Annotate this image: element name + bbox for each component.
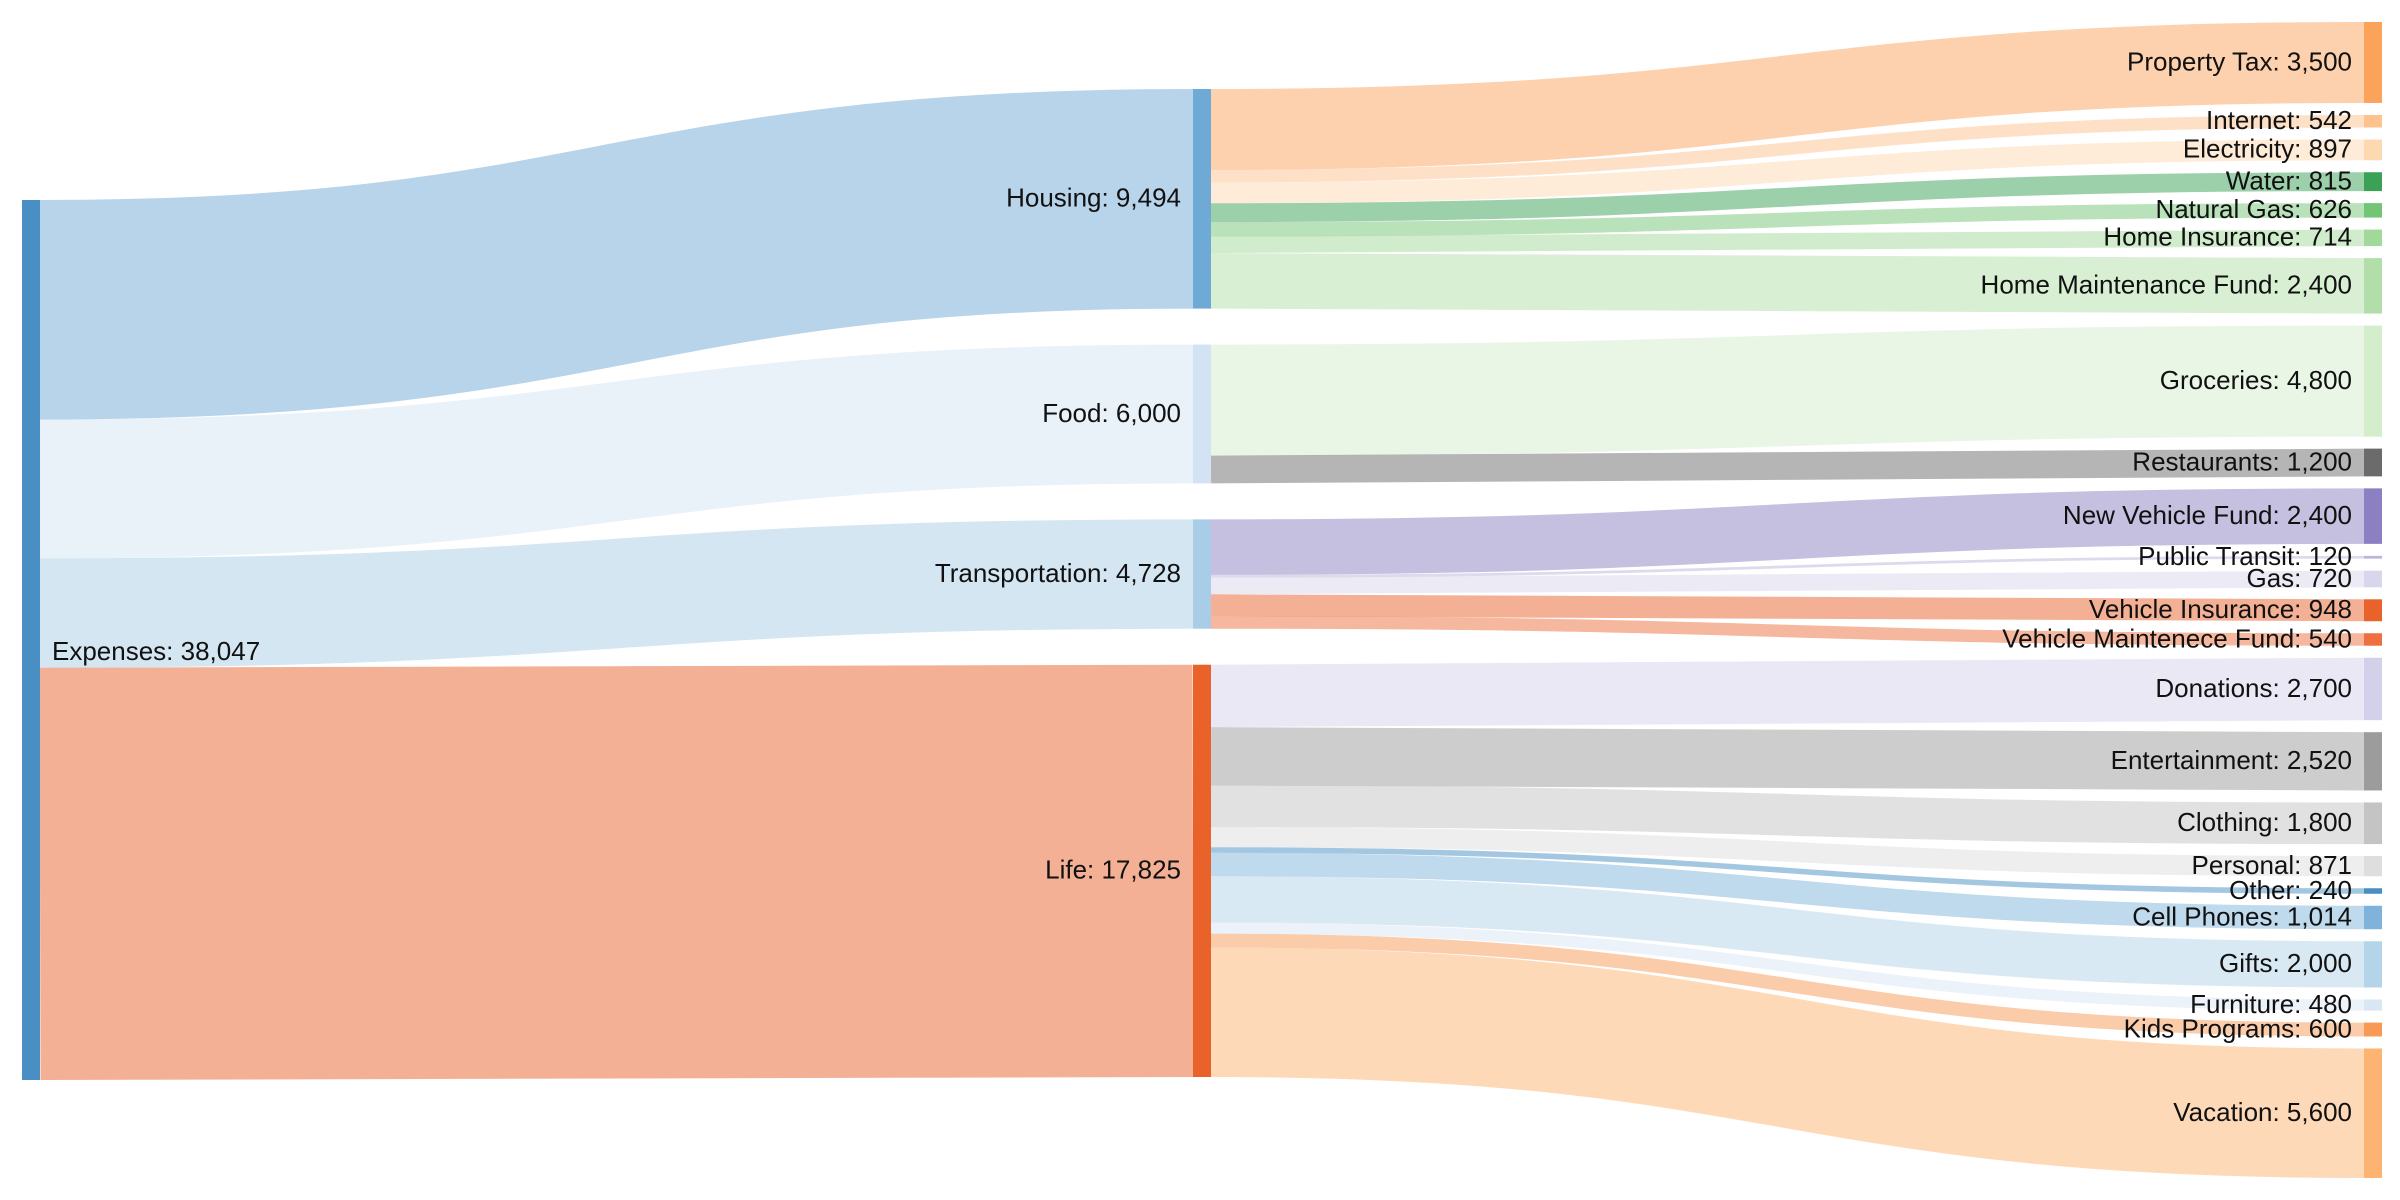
node-vacation bbox=[2364, 1048, 2382, 1178]
link-housing-to-electricity bbox=[1210, 139, 2365, 204]
link-housing-to-home-maintenance-fund bbox=[1210, 253, 2365, 314]
link-transportation-to-vehicle-maintenance-fund bbox=[1210, 616, 2365, 646]
label-food: Food: 6,000 bbox=[1042, 398, 1181, 428]
node-gas bbox=[2364, 570, 2382, 588]
node-donations bbox=[2364, 657, 2382, 721]
link-food-to-restaurants bbox=[1210, 448, 2365, 484]
link-expenses-to-housing bbox=[39, 89, 1194, 420]
link-life-to-donations bbox=[1210, 657, 2365, 728]
label-expenses: Expenses: 38,047 bbox=[52, 636, 260, 666]
labels-layer: Expenses: 38,047 Housing: 9,494 Food: 6,00… bbox=[52, 46, 2352, 1127]
node-new-vehicle-fund bbox=[2364, 488, 2382, 544]
link-housing-to-internet bbox=[1210, 114, 2365, 183]
node-electricity bbox=[2364, 139, 2382, 161]
links-layer bbox=[39, 22, 2365, 1179]
link-food-to-groceries bbox=[1210, 325, 2365, 456]
node-personal bbox=[2364, 856, 2382, 877]
label-natural-gas: Natural Gas: 626 bbox=[2155, 194, 2352, 224]
label-water: Water: 815 bbox=[2226, 166, 2352, 196]
link-life-to-cell-phones bbox=[1210, 852, 2365, 930]
link-housing-to-natural-gas bbox=[1210, 203, 2365, 237]
link-expenses-to-life bbox=[39, 664, 1194, 1080]
link-transportation-to-public-transit bbox=[1210, 555, 2365, 578]
label-transportation: Transportation: 4,728 bbox=[935, 558, 1181, 588]
link-life-to-kids-programs bbox=[1210, 933, 2365, 1037]
link-life-to-furniture bbox=[1210, 922, 2365, 1011]
node-property-tax bbox=[2364, 22, 2382, 103]
link-life-to-clothing bbox=[1210, 785, 2365, 845]
link-transportation-to-gas bbox=[1210, 570, 2365, 595]
link-life-to-entertainment bbox=[1210, 727, 2365, 791]
link-housing-to-property-tax bbox=[1210, 22, 2365, 170]
link-expenses-to-transportation bbox=[39, 519, 1194, 668]
label-vehicle-insurance: Vehicle Insurance: 948 bbox=[2089, 594, 2352, 624]
label-vacation: Vacation: 5,600 bbox=[2173, 1097, 2352, 1127]
label-new-vehicle-fund: New Vehicle Fund: 2,400 bbox=[2063, 500, 2352, 530]
link-transportation-to-new-vehicle-fund bbox=[1210, 488, 2365, 575]
label-restaurants: Restaurants: 1,200 bbox=[2132, 446, 2352, 476]
link-housing-to-home-insurance bbox=[1210, 229, 2365, 254]
node-entertainment bbox=[2364, 732, 2382, 791]
label-cell-phones: Cell Phones: 1,014 bbox=[2132, 901, 2352, 931]
label-housing: Housing: 9,494 bbox=[1006, 183, 1181, 213]
node-public-transit bbox=[2364, 555, 2382, 559]
label-other: Other: 240 bbox=[2229, 875, 2352, 905]
link-life-to-gifts bbox=[1210, 876, 2365, 988]
label-life: Life: 17,825 bbox=[1045, 855, 1181, 885]
node-groceries bbox=[2364, 325, 2382, 437]
node-expenses bbox=[22, 200, 40, 1080]
node-kids-programs bbox=[2364, 1022, 2382, 1037]
label-gifts: Gifts: 2,000 bbox=[2219, 948, 2352, 978]
node-clothing bbox=[2364, 802, 2382, 845]
node-cell-phones bbox=[2364, 905, 2382, 930]
label-clothing: Clothing: 1,800 bbox=[2177, 807, 2352, 837]
node-life bbox=[1193, 664, 1211, 1077]
label-property-tax: Property Tax: 3,500 bbox=[2127, 46, 2352, 76]
label-electricity: Electricity: 897 bbox=[2183, 134, 2352, 164]
node-vehicle-maintenance-fund bbox=[2364, 633, 2382, 646]
node-vehicle-insurance bbox=[2364, 599, 2382, 622]
label-home-maintenance-fund: Home Maintenance Fund: 2,400 bbox=[1981, 270, 2352, 300]
label-kids-programs: Kids Programs: 600 bbox=[2124, 1013, 2352, 1043]
node-transportation bbox=[1193, 519, 1211, 629]
link-transportation-to-vehicle-insurance bbox=[1210, 594, 2365, 622]
label-entertainment: Entertainment: 2,520 bbox=[2111, 745, 2352, 775]
node-natural-gas bbox=[2364, 203, 2382, 218]
node-other bbox=[2364, 888, 2382, 894]
node-home-insurance bbox=[2364, 229, 2382, 247]
label-gas: Gas: 720 bbox=[2246, 563, 2352, 593]
nodes-layer bbox=[22, 22, 2382, 1178]
node-furniture bbox=[2364, 999, 2382, 1011]
node-food bbox=[1193, 344, 1211, 484]
link-life-to-personal bbox=[1210, 827, 2365, 877]
link-housing-to-water bbox=[1210, 172, 2365, 223]
label-internet: Internet: 542 bbox=[2206, 105, 2352, 135]
label-furniture: Furniture: 480 bbox=[2190, 989, 2352, 1019]
link-life-to-other bbox=[1210, 847, 2365, 894]
node-housing bbox=[1193, 89, 1211, 309]
label-home-insurance: Home Insurance: 714 bbox=[2103, 222, 2352, 252]
label-personal: Personal: 871 bbox=[2192, 850, 2352, 880]
node-gifts bbox=[2364, 941, 2382, 988]
label-groceries: Groceries: 4,800 bbox=[2160, 365, 2352, 395]
node-restaurants bbox=[2364, 448, 2382, 477]
label-vehicle-maintenance-fund: Vehicle Maintenece Fund: 540 bbox=[2002, 623, 2352, 653]
node-water bbox=[2364, 172, 2382, 192]
node-internet bbox=[2364, 114, 2382, 128]
link-expenses-to-food bbox=[39, 344, 1194, 559]
label-donations: Donations: 2,700 bbox=[2155, 673, 2352, 703]
node-home-maintenance-fund bbox=[2364, 258, 2382, 314]
label-public-transit: Public Transit: 120 bbox=[2138, 541, 2352, 571]
link-life-to-vacation bbox=[1210, 947, 2365, 1179]
